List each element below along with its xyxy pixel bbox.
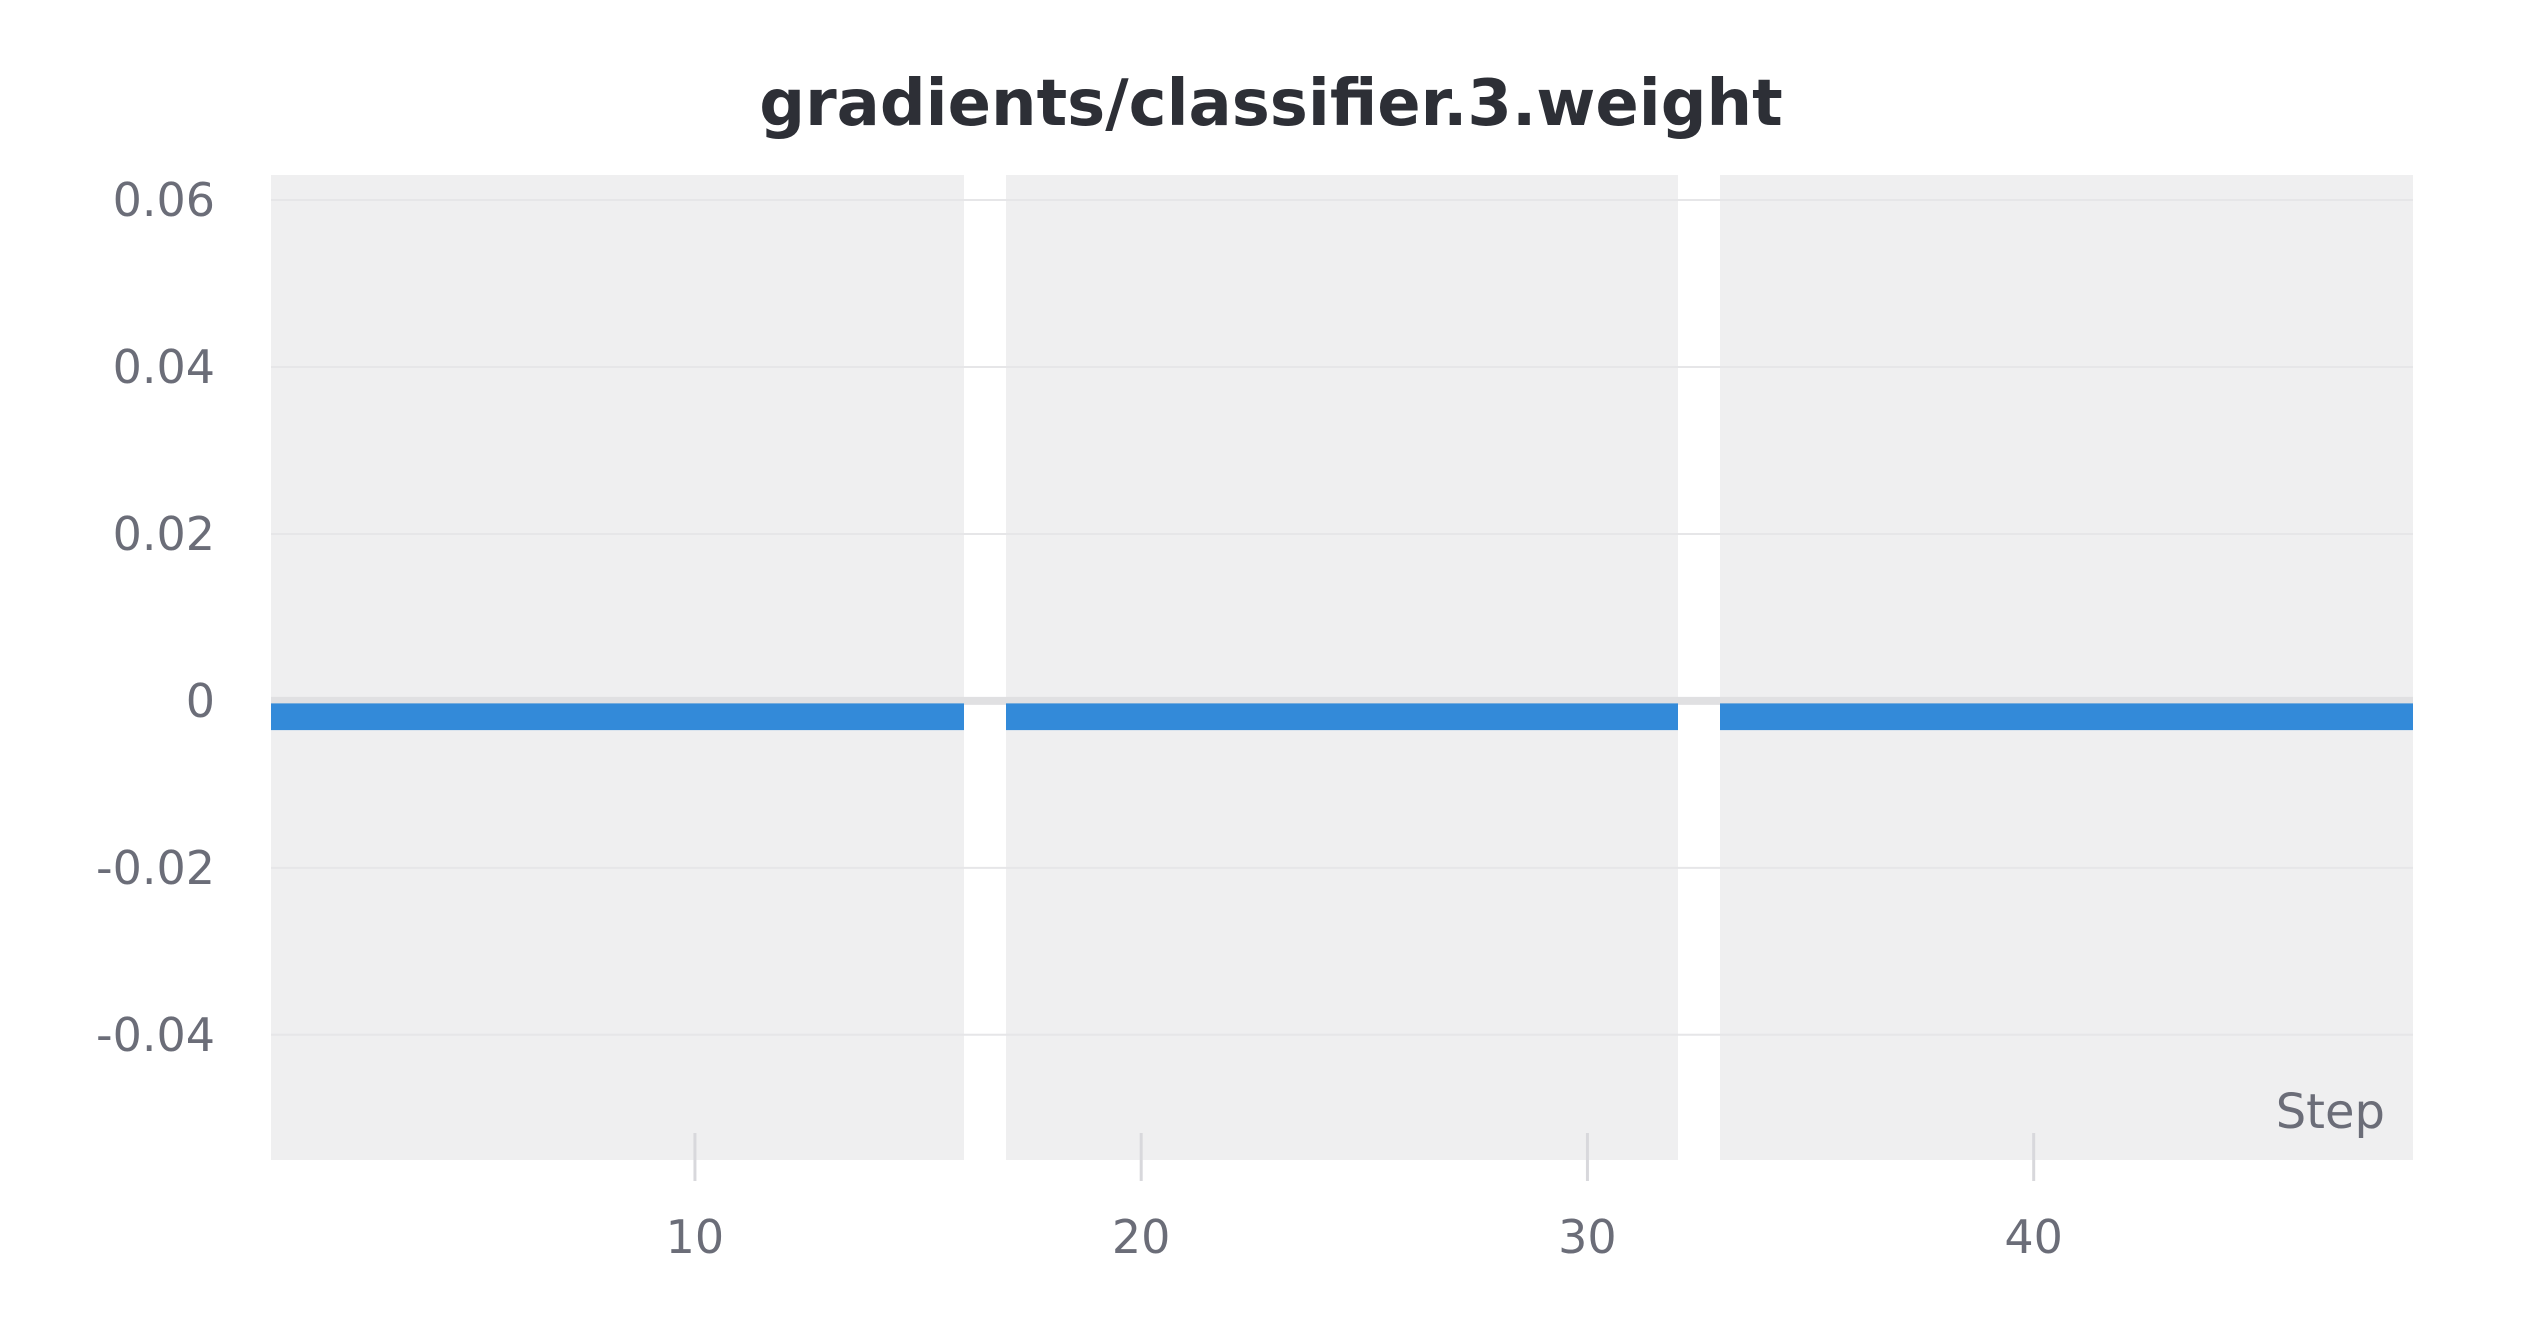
x-tick-label: 40	[2004, 1210, 2063, 1264]
chart-title: gradients/classifier.3.weight	[759, 67, 1782, 141]
histogram-band	[271, 703, 964, 731]
plot-panel	[271, 175, 964, 1160]
histogram-bands	[271, 697, 2413, 731]
x-tick-label: 30	[1558, 1210, 1617, 1264]
y-tick-label: 0	[186, 674, 215, 728]
y-tick-label: 0.02	[113, 507, 215, 561]
x-tick-label: 10	[666, 1210, 725, 1264]
plot-panels	[271, 175, 2413, 1160]
x-tick-label: 20	[1112, 1210, 1171, 1264]
histogram-band	[1720, 703, 2413, 731]
y-tick-label: 0.06	[113, 173, 215, 227]
histogram-band	[1006, 703, 1678, 731]
y-tick-label: 0.04	[113, 340, 215, 394]
y-axis-ticks: 0.06 0.04 0.02 0 -0.02 -0.04	[96, 173, 215, 1062]
y-tick-label: -0.02	[96, 841, 215, 895]
y-tick-label: -0.04	[96, 1008, 215, 1062]
x-axis-ticks: 10 20 30 40	[666, 1133, 2063, 1264]
plot-panel	[1720, 175, 2413, 1160]
plot-panel	[1006, 175, 1678, 1160]
x-axis-label: Step	[2276, 1084, 2385, 1140]
